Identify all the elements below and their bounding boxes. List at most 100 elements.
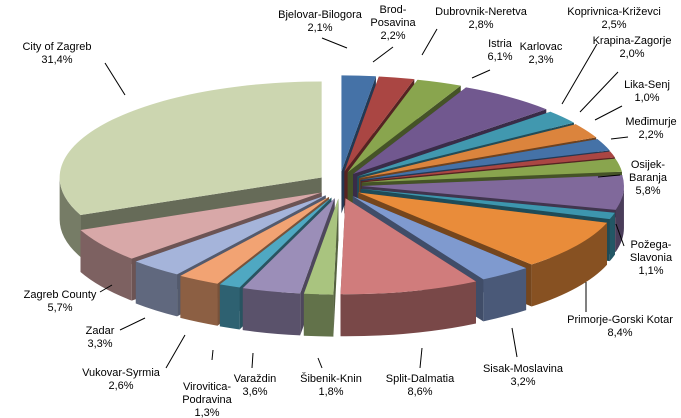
slice-split-dalmatia (340, 198, 476, 295)
slice-category-label-virovitica-podravina: Virovitica- (183, 381, 231, 393)
slice-value-label-istria: 6,1% (487, 51, 512, 63)
slice-istria (353, 87, 547, 175)
leader-line-koprivnica-kri-evci (561, 43, 598, 105)
slice-city-of-zagreb-rim (59, 177, 81, 258)
slice-brod-posavina (344, 76, 415, 172)
slice-sisak-moslavina (352, 196, 527, 280)
slice-zagreb-county (80, 192, 322, 259)
slice-sisak-moslavina-rim (483, 268, 527, 322)
slice-virovitica-podravina (219, 197, 332, 288)
slice-koprivnica-kri-evci (359, 124, 597, 179)
slice-category-label-virovitica-podravina: Podravina (182, 394, 232, 406)
leader-line-krapina-zagorje (579, 71, 619, 113)
leader-line-virovitica-podravina (211, 349, 214, 361)
slice-karlovac (357, 111, 574, 177)
slice-value-label-po-ega-slavonia: 1,1% (638, 265, 663, 277)
slice-value-label-split-dalmatia: 8,6% (407, 386, 432, 398)
slice-category-label-krapina-zagorje: Krapina-Zagorje (593, 35, 672, 47)
slice-value-label-zagreb-county: 5,7% (47, 302, 72, 314)
slice-category-label-istria: Istria (488, 38, 513, 50)
slice-primorje-gorski-kotar-rim (531, 222, 608, 307)
slice-vara-din-rim (242, 288, 301, 336)
leader-line-me-imurje (610, 136, 629, 140)
slice-tops-layer (59, 75, 624, 295)
slice-category-label-vukovar-syrmia: Vukovar-Syrmia (82, 367, 161, 379)
slice-value-label-vukovar-syrmia: 2,6% (108, 380, 133, 392)
leader-line-vara-din (251, 352, 254, 369)
slice-po-ega-slavonia (361, 188, 615, 220)
leader-lines-layer (99, 28, 629, 369)
slice-category-label-osijek-baranja: Baranja (629, 172, 668, 184)
slice-value-label-lika-senj: 1,0% (634, 92, 659, 104)
slice-value-label-city-of-zagreb: 31,4% (41, 54, 72, 66)
slice-osijek-baranja (361, 175, 624, 210)
slice-category-label-karlovac: Karlovac (520, 41, 563, 53)
slice-category-label-city-of-zagreb: City of Zagreb (22, 41, 91, 53)
slice-value-label-bjelovar-bilogora: 2,1% (307, 22, 332, 34)
slice-city-of-zagreb (59, 81, 322, 216)
slice-split-dalmatia-rim (340, 281, 476, 337)
leader-line-ibenik-knin (317, 357, 323, 369)
slice-value-label-vara-din: 3,6% (242, 386, 267, 398)
slice-category-label-po-ega-slavonia: Požega- (631, 239, 672, 251)
slice-value-label-ibenik-knin: 1,8% (318, 386, 343, 398)
slice-category-label-sisak-moslavina: Sisak-Moslavina (483, 363, 564, 375)
leader-line-lika-senj (594, 105, 623, 121)
slice-bjelovar-bilogora (341, 75, 376, 172)
slice-category-label-brod-posavina: Brod- (380, 4, 407, 16)
slice-value-label-koprivnica-kri-evci: 2,5% (601, 19, 626, 31)
leader-line-split-dalmatia (419, 347, 423, 369)
slice-category-label-primorje-gorski-kotar: Primorje-Gorski Kotar (567, 314, 673, 326)
slice-category-label-zagreb-county: Zagreb County (24, 289, 97, 301)
slice-vara-din (242, 198, 335, 294)
slice-po-ega-slavonia-rim (609, 212, 615, 262)
leader-line-po-ega-slavonia (615, 223, 625, 247)
slice-zagreb-county-rim (80, 230, 132, 301)
leader-line-sisak-moslavina (511, 327, 518, 358)
slice-value-label-osijek-baranja: 5,8% (635, 185, 660, 197)
leader-line-vukovar-syrmia (165, 334, 186, 369)
leader-line-istria (471, 69, 491, 79)
slice-category-label-lika-senj: Lika-Senj (624, 79, 670, 91)
slice-category-label-bjelovar-bilogora: Bjelovar-Bilogora (278, 9, 363, 21)
leader-line-dubrovnik-neretva (421, 28, 438, 56)
slice-category-label-zadar: Zadar (86, 325, 115, 337)
slice-value-label-virovitica-podravina: 1,3% (194, 407, 219, 418)
slice-category-label-koprivnica-kri-evci: Koprivnica-Križevci (567, 6, 661, 18)
leader-line-bjelovar-bilogora (321, 37, 348, 49)
slice-krapina-zagorje (360, 139, 610, 180)
slice-osijek-baranja-rim (615, 185, 624, 252)
slice-value-label-krapina-zagorje: 2,0% (619, 48, 644, 60)
slice-value-label-zadar: 3,3% (87, 338, 112, 350)
leader-line-city-of-zagreb (104, 62, 126, 96)
leader-line-osijek-baranja (597, 174, 621, 178)
slice-category-label-me-imurje: Međimurje (625, 116, 676, 128)
slice-vukovar-syrmia-rim (180, 275, 218, 326)
slice-category-label-split-dalmatia: Split-Dalmatia (386, 373, 455, 385)
slice-category-label-brod-posavina: Posavina (370, 17, 416, 29)
slice-category-label-po-ega-slavonia: Slavonia (630, 252, 673, 264)
slice-category-label-vara-din: Varaždin (234, 373, 277, 385)
leader-line-zagreb-county (99, 284, 113, 293)
leader-line-zadar (119, 317, 146, 331)
slice-ibenik-knin (303, 198, 339, 295)
slice-zadar-rim (135, 261, 178, 317)
slice-primorje-gorski-kotar (358, 192, 608, 265)
slice-zadar (135, 195, 326, 275)
slice-ibenik-knin-rim (303, 293, 334, 337)
slice-value-label-sisak-moslavina: 3,2% (510, 376, 535, 388)
slice-value-label-me-imurje: 2,2% (638, 129, 663, 141)
slice-category-label-osijek-baranja: Osijek- (631, 159, 666, 171)
slice-value-label-dubrovnik-neretva: 2,8% (468, 19, 493, 31)
slice-dubrovnik-neretva (347, 79, 461, 173)
slice-virovitica-podravina-rim (219, 284, 240, 330)
slice-category-label-ibenik-knin: Šibenik-Knin (300, 372, 362, 385)
slice-me-imurje (361, 158, 622, 183)
slice-labels-layer: Bjelovar-Bilogora2,1%Brod-Posavina2,2%Du… (22, 4, 676, 418)
slice-vukovar-syrmia (180, 196, 330, 284)
slice-value-label-brod-posavina: 2,2% (380, 30, 405, 42)
slice-value-label-primorje-gorski-kotar: 8,4% (607, 327, 632, 339)
slice-category-label-dubrovnik-neretva: Dubrovnik-Neretva (435, 6, 528, 18)
